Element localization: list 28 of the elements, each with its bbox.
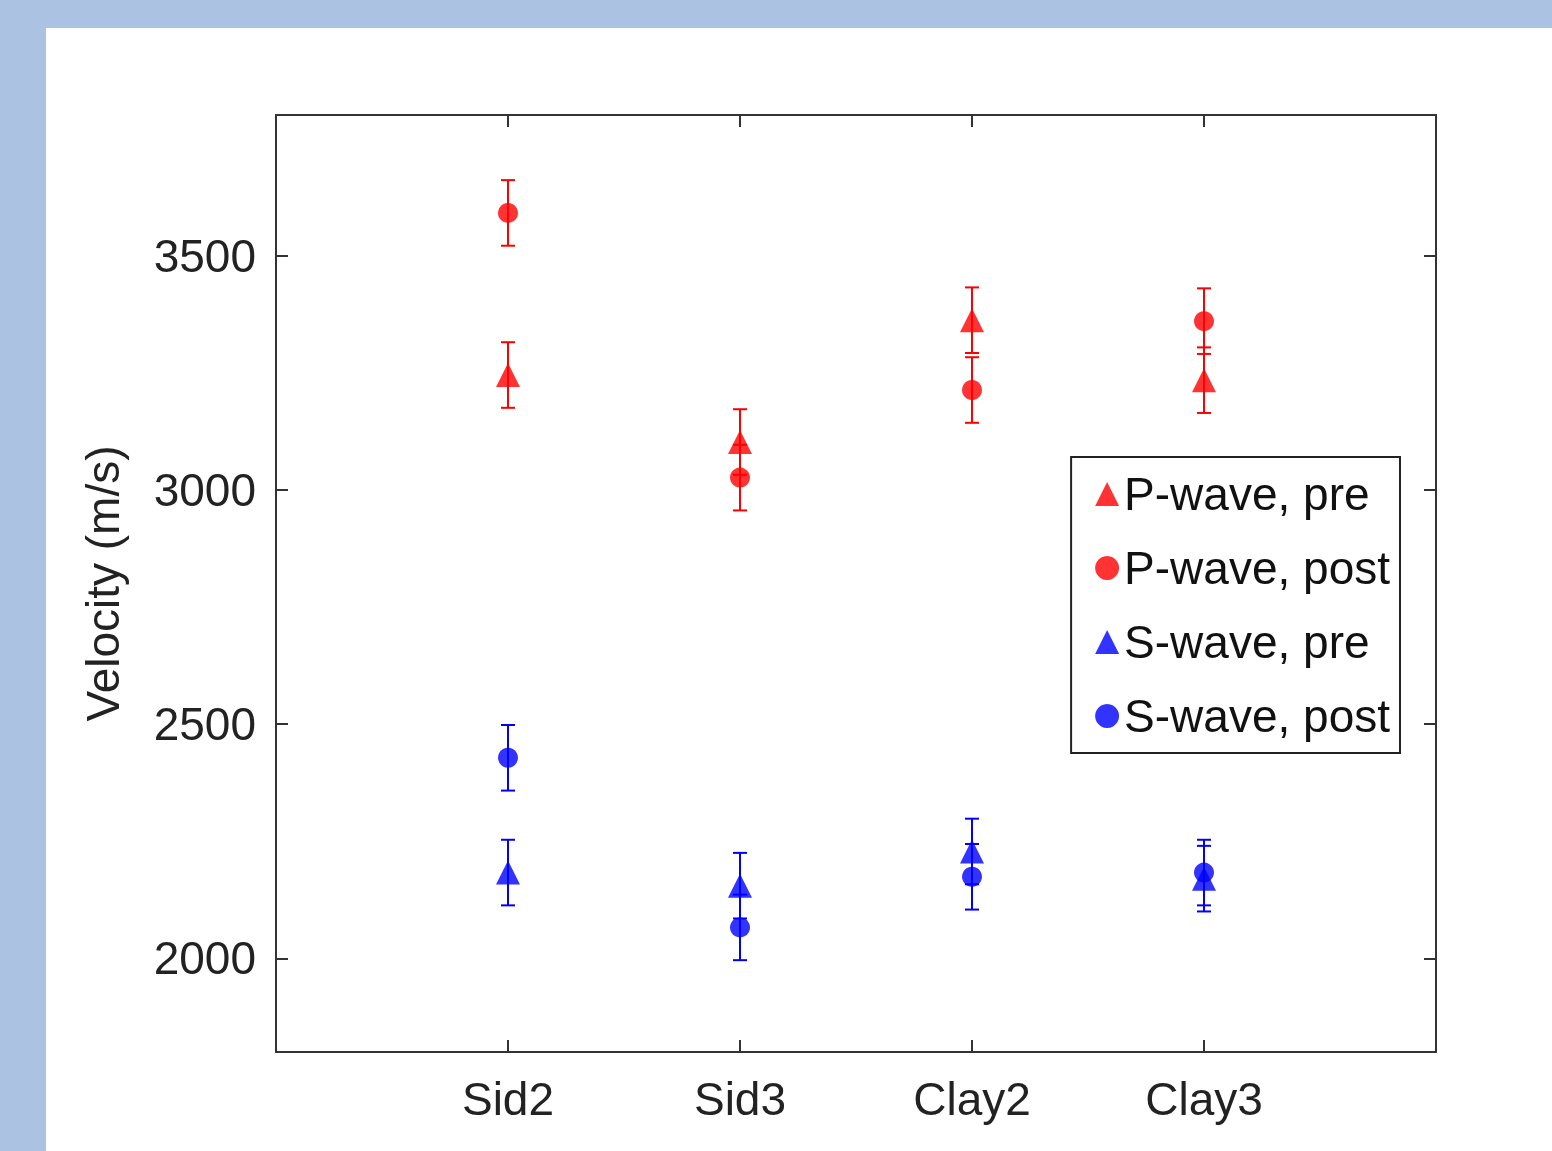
point	[498, 202, 518, 223]
point	[1194, 862, 1214, 883]
point	[962, 866, 982, 887]
y-tick-label: 2000	[153, 932, 256, 985]
point	[730, 467, 750, 488]
point	[960, 308, 984, 333]
legend-label: S-wave, pre	[1124, 616, 1370, 668]
x-tick-label: Clay2	[913, 1073, 1031, 1125]
y-tick-label: 3500	[153, 229, 256, 282]
x-tick-label: Sid2	[461, 1073, 555, 1125]
y-axis-title: Velocity (m/s)	[77, 445, 129, 722]
legend-label: S-wave, post	[1124, 690, 1391, 742]
point	[728, 430, 752, 455]
legend-label: P-wave, pre	[1124, 468, 1370, 520]
point	[730, 917, 750, 938]
point	[1194, 311, 1214, 332]
point	[960, 839, 984, 864]
x-tick-label: Clay3	[1145, 1073, 1263, 1125]
legend-label: P-wave, post	[1124, 542, 1391, 594]
point	[1192, 368, 1216, 393]
x-tick-label: Sid3	[693, 1073, 787, 1125]
point	[498, 747, 518, 768]
point	[496, 363, 520, 388]
point	[728, 873, 752, 898]
point	[962, 380, 982, 400]
point	[496, 860, 520, 885]
y-tick-label: 2500	[153, 698, 256, 751]
y-tick-label: 3000	[153, 463, 256, 516]
